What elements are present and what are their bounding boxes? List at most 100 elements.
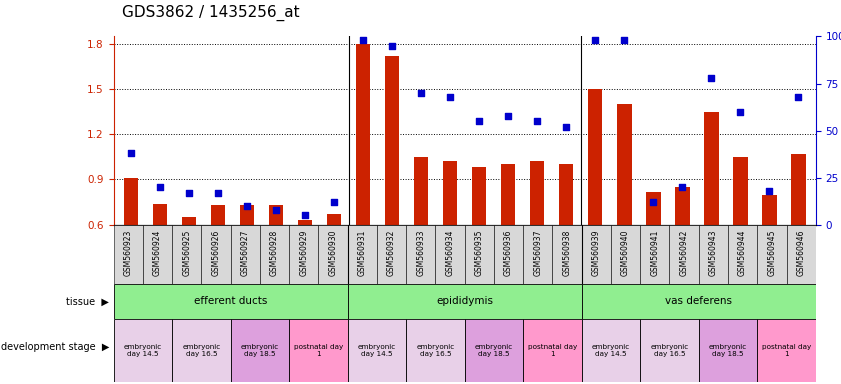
Bar (728, 225, 757, 284)
Text: efferent ducts: efferent ducts (194, 296, 267, 306)
Text: GSM560924: GSM560924 (153, 229, 162, 276)
Bar (553, 225, 582, 284)
Point (531, 118, 544, 124)
Text: postnatal day
1: postnatal day 1 (528, 344, 577, 357)
Bar (786, 225, 816, 284)
Point (647, 199, 660, 205)
Bar (559, 164, 574, 225)
Bar (172, 319, 230, 382)
Text: GSM560938: GSM560938 (563, 229, 572, 276)
Bar (406, 225, 436, 284)
Bar (172, 225, 201, 284)
Text: development stage  ▶: development stage ▶ (1, 342, 109, 352)
Text: GSM560927: GSM560927 (241, 229, 250, 276)
Bar (523, 319, 582, 382)
Text: embryonic
day 14.5: embryonic day 14.5 (592, 344, 630, 357)
Text: GSM560944: GSM560944 (738, 229, 747, 276)
Point (327, 199, 341, 205)
Bar (347, 284, 582, 319)
Bar (762, 195, 776, 225)
Text: GSM560937: GSM560937 (533, 229, 542, 276)
Text: embryonic
day 14.5: embryonic day 14.5 (357, 344, 396, 357)
Text: postnatal day
1: postnatal day 1 (762, 344, 811, 357)
Bar (124, 178, 138, 225)
Bar (298, 220, 312, 225)
Text: GSM560941: GSM560941 (650, 229, 659, 276)
Bar (143, 225, 172, 284)
Bar (523, 225, 553, 284)
Bar (699, 225, 728, 284)
Bar (501, 164, 516, 225)
Bar (704, 112, 718, 225)
Text: epididymis: epididymis (436, 296, 493, 306)
Bar (319, 225, 347, 284)
Text: embryonic
day 16.5: embryonic day 16.5 (182, 344, 220, 357)
Text: GSM560935: GSM560935 (475, 229, 484, 276)
Bar (494, 225, 523, 284)
Bar (114, 284, 347, 319)
Point (705, 75, 718, 81)
Text: embryonic
day 18.5: embryonic day 18.5 (241, 344, 279, 357)
Bar (472, 167, 486, 225)
Point (357, 37, 370, 43)
Text: GSM560932: GSM560932 (387, 229, 396, 276)
Text: GSM560933: GSM560933 (416, 229, 426, 276)
Bar (289, 225, 319, 284)
Bar (182, 217, 196, 225)
Bar (617, 104, 632, 225)
Bar (114, 225, 143, 284)
Bar (436, 225, 464, 284)
Bar (611, 225, 640, 284)
Point (675, 184, 689, 190)
Point (791, 94, 805, 100)
Text: embryonic
day 14.5: embryonic day 14.5 (124, 344, 162, 357)
Point (415, 90, 428, 96)
Bar (640, 225, 669, 284)
Text: GSM560940: GSM560940 (621, 229, 630, 276)
Bar (414, 157, 428, 225)
Bar (699, 319, 757, 382)
Point (473, 118, 486, 124)
Point (501, 113, 515, 119)
Bar (327, 214, 341, 225)
Text: GSM560931: GSM560931 (357, 229, 367, 276)
Bar (406, 319, 464, 382)
Text: GSM560942: GSM560942 (680, 229, 689, 276)
Text: embryonic
day 18.5: embryonic day 18.5 (709, 344, 747, 357)
Point (269, 207, 283, 213)
Text: vas deferens: vas deferens (665, 296, 733, 306)
Bar (675, 187, 690, 225)
Point (385, 43, 399, 49)
Bar (640, 319, 699, 382)
Text: GSM560928: GSM560928 (270, 229, 279, 276)
Point (617, 37, 631, 43)
Bar (757, 225, 786, 284)
Bar (269, 205, 283, 225)
Bar (464, 319, 523, 382)
Text: GSM560945: GSM560945 (767, 229, 776, 276)
Bar (201, 225, 230, 284)
Bar (791, 154, 806, 225)
Bar (733, 157, 748, 225)
Point (733, 109, 747, 115)
Text: GSM560925: GSM560925 (182, 229, 191, 276)
Text: GSM560936: GSM560936 (504, 229, 513, 276)
Bar (588, 89, 602, 225)
Text: tissue  ▶: tissue ▶ (66, 296, 109, 306)
Bar (260, 225, 289, 284)
Bar (530, 161, 544, 225)
Text: GSM560939: GSM560939 (592, 229, 600, 276)
Bar (114, 319, 172, 382)
Text: embryonic
day 16.5: embryonic day 16.5 (416, 344, 454, 357)
Point (241, 203, 254, 209)
Bar (385, 56, 399, 225)
Text: embryonic
day 16.5: embryonic day 16.5 (650, 344, 689, 357)
Bar (230, 225, 260, 284)
Bar (240, 205, 254, 225)
Bar (289, 319, 347, 382)
Bar (646, 192, 660, 225)
Bar (582, 284, 816, 319)
Point (153, 184, 167, 190)
Text: GSM560926: GSM560926 (211, 229, 220, 276)
Point (559, 124, 573, 130)
